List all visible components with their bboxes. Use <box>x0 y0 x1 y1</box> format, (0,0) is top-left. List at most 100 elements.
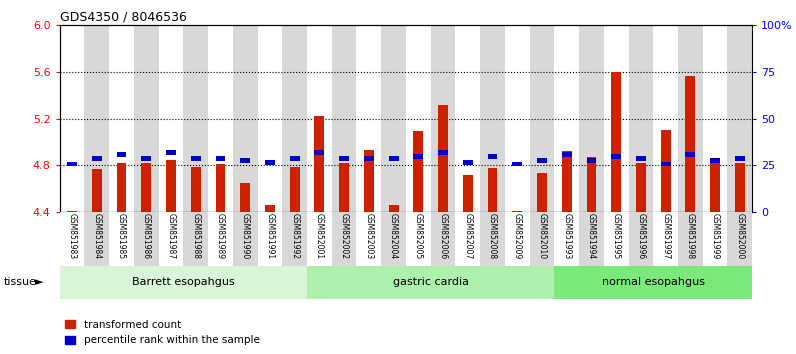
Bar <box>710 158 720 163</box>
Bar <box>92 156 102 161</box>
Bar <box>636 163 646 212</box>
Bar <box>166 160 176 212</box>
Bar <box>728 212 752 266</box>
Bar <box>562 152 572 212</box>
Text: GSM852002: GSM852002 <box>340 213 349 259</box>
Text: GSM852006: GSM852006 <box>439 213 447 260</box>
Bar <box>611 154 621 159</box>
Text: GSM851983: GSM851983 <box>68 213 76 259</box>
Bar <box>142 163 151 212</box>
Bar <box>216 156 225 161</box>
Bar <box>232 212 258 266</box>
Bar <box>735 163 745 212</box>
Text: GSM851986: GSM851986 <box>142 213 150 259</box>
Bar <box>554 266 752 299</box>
Bar <box>529 25 554 212</box>
Text: GSM852000: GSM852000 <box>736 213 744 260</box>
Bar <box>413 131 423 212</box>
Bar <box>710 163 720 212</box>
Bar <box>183 25 208 212</box>
Text: GSM852005: GSM852005 <box>414 213 423 260</box>
Bar <box>158 25 183 212</box>
Text: GSM851998: GSM851998 <box>686 213 695 259</box>
Bar <box>431 25 455 212</box>
Text: ►: ► <box>35 277 44 287</box>
Bar <box>654 212 678 266</box>
Bar <box>142 156 151 161</box>
Text: GSM852009: GSM852009 <box>513 213 521 260</box>
Bar <box>60 266 307 299</box>
Text: GSM851987: GSM851987 <box>166 213 175 259</box>
Bar <box>661 162 670 166</box>
Bar <box>513 211 522 212</box>
Bar <box>116 163 127 212</box>
Bar <box>134 212 158 266</box>
Bar <box>92 169 102 212</box>
Bar <box>339 163 349 212</box>
Bar <box>183 212 208 266</box>
Bar <box>381 25 406 212</box>
Bar <box>678 212 703 266</box>
Text: GSM851991: GSM851991 <box>265 213 275 259</box>
Bar <box>413 154 423 159</box>
Text: normal esopahgus: normal esopahgus <box>602 277 704 287</box>
Bar <box>332 212 357 266</box>
Text: GSM851984: GSM851984 <box>92 213 101 259</box>
Bar <box>307 266 554 299</box>
Bar <box>587 158 596 163</box>
Text: GSM852001: GSM852001 <box>315 213 324 259</box>
Bar <box>191 156 201 161</box>
Bar <box>579 25 604 212</box>
Bar <box>480 212 505 266</box>
Text: GDS4350 / 8046536: GDS4350 / 8046536 <box>60 11 186 24</box>
Bar <box>505 25 529 212</box>
Bar <box>265 205 275 212</box>
Text: GSM851993: GSM851993 <box>562 213 572 260</box>
Bar <box>258 212 283 266</box>
Bar <box>406 25 431 212</box>
Bar <box>208 212 232 266</box>
Text: GSM851995: GSM851995 <box>611 213 621 260</box>
Bar <box>636 156 646 161</box>
Bar <box>332 25 357 212</box>
Bar <box>109 25 134 212</box>
Bar <box>455 212 480 266</box>
Bar <box>134 25 158 212</box>
Bar <box>364 156 374 161</box>
Bar <box>685 152 696 157</box>
Bar <box>685 76 696 212</box>
Bar <box>611 72 621 212</box>
Bar <box>191 167 201 212</box>
Bar <box>629 212 654 266</box>
Bar <box>290 156 299 161</box>
Bar <box>388 205 399 212</box>
Text: GSM851994: GSM851994 <box>587 213 596 260</box>
Text: Barrett esopahgus: Barrett esopahgus <box>132 277 235 287</box>
Bar <box>60 212 84 266</box>
Bar <box>283 212 307 266</box>
Text: GSM852003: GSM852003 <box>365 213 373 260</box>
Bar <box>232 25 258 212</box>
Bar <box>166 150 176 155</box>
Text: GSM851988: GSM851988 <box>191 213 201 259</box>
Bar <box>604 25 629 212</box>
Bar <box>438 150 448 155</box>
Text: GSM852007: GSM852007 <box>463 213 472 260</box>
Bar <box>554 212 579 266</box>
Bar <box>431 212 455 266</box>
Text: GSM851992: GSM851992 <box>291 213 299 259</box>
Bar <box>60 25 84 212</box>
Text: tissue: tissue <box>4 277 37 287</box>
Bar <box>240 183 250 212</box>
Bar <box>381 212 406 266</box>
Bar <box>735 156 745 161</box>
Bar <box>703 212 728 266</box>
Bar <box>703 25 728 212</box>
Bar <box>314 150 324 155</box>
Bar <box>307 212 332 266</box>
Bar <box>84 212 109 266</box>
Text: GSM852008: GSM852008 <box>488 213 497 259</box>
Bar <box>357 25 381 212</box>
Bar <box>488 154 498 159</box>
Bar <box>661 130 670 212</box>
